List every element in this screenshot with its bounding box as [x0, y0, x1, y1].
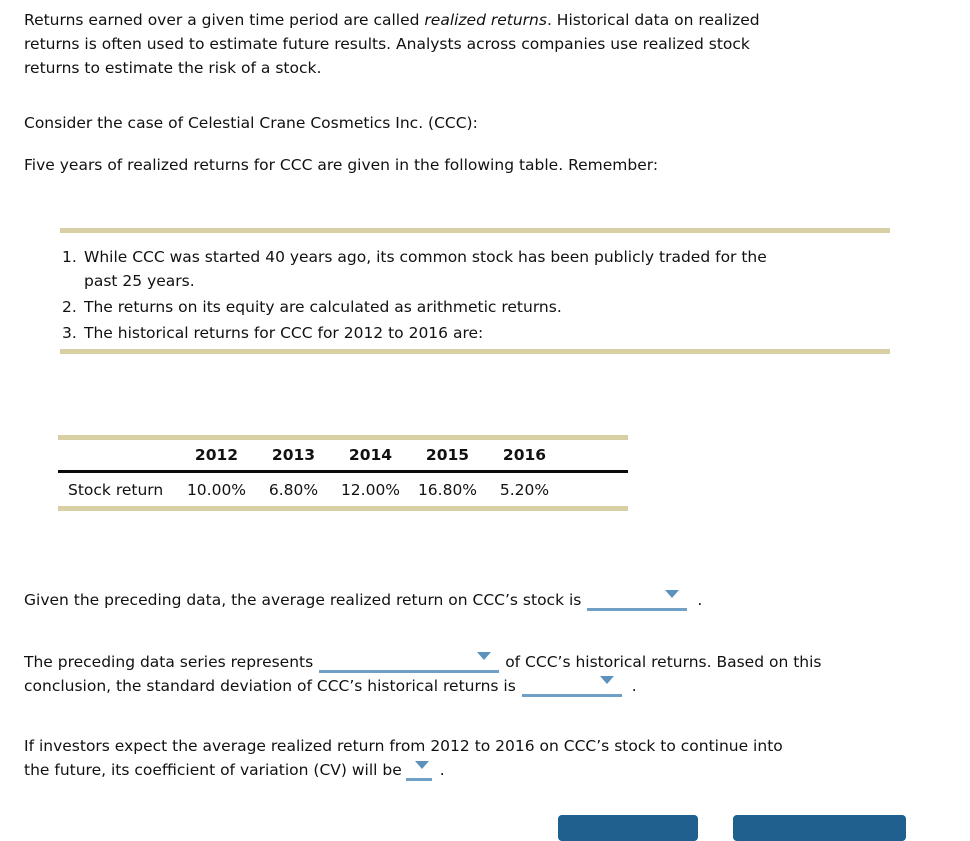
note-1-line-2: past 25 years.: [84, 272, 195, 290]
note-1-line-1: While CCC was started 40 years ago, its …: [84, 248, 767, 266]
chevron-down-icon: [665, 590, 680, 598]
table-header-2013: 2013: [271, 446, 316, 464]
note-2-number: 2.: [62, 298, 77, 316]
case-statement: Consider the case of Celestial Crane Cos…: [24, 111, 478, 135]
table-header-2014: 2014: [348, 446, 393, 464]
table-intro: Five years of realized returns for CCC a…: [24, 153, 658, 177]
row-label: Stock return: [68, 480, 164, 499]
std-dev-dropdown[interactable]: [521, 675, 622, 697]
cv-dropdown[interactable]: [405, 759, 432, 781]
question-series-and-stddev: The preceding data series represents of C…: [24, 650, 954, 698]
chevron-down-icon: [477, 652, 492, 660]
q1-text: Given the preceding data, the average re…: [24, 591, 582, 609]
note-item-2: 2. The returns on its equity are calcula…: [60, 295, 890, 319]
table-intro-text: Five years of realized returns for CCC a…: [24, 156, 659, 174]
remember-notes-box: 1. While CCC was started 40 years ago, i…: [60, 228, 890, 354]
note-1-text: While CCC was started 40 years ago, its …: [84, 245, 767, 293]
q2-period: .: [631, 677, 637, 695]
question-average-return: Given the preceding data, the average re…: [24, 588, 954, 612]
question-cv: If investors expect the average realized…: [24, 734, 954, 782]
intro-line-1: Returns earned over a given time period …: [24, 8, 924, 32]
q2-text-line2: conclusion, the standard deviation of CC…: [24, 677, 516, 695]
q2-line-2: conclusion, the standard deviation of CC…: [24, 674, 954, 698]
chevron-down-icon: [414, 761, 429, 769]
note-2-line-1: The returns on its equity are calculated…: [84, 298, 562, 316]
note-3-text: The historical returns for CCC for 2012 …: [84, 321, 483, 345]
value-2013: 6.80%: [268, 480, 319, 499]
intro-paragraph: Returns earned over a given time period …: [24, 8, 924, 80]
bottom-right-action-button[interactable]: [733, 815, 906, 841]
table-row-stock-return: Stock return 10.00% 6.80% 12.00% 16.80% …: [58, 473, 628, 506]
chevron-down-icon: [599, 676, 614, 684]
q2-line-1: The preceding data series represents of C…: [24, 650, 954, 674]
q1-period: .: [697, 591, 703, 609]
table-header-2015: 2015: [425, 446, 470, 464]
q3-text-line2: the future, its coefficient of variation…: [24, 761, 402, 779]
q3-period: .: [439, 761, 445, 779]
historical-returns-table: 2012 2013 2014 2015 2016 Stock return 10…: [58, 435, 628, 511]
table-header-2016: 2016: [502, 446, 547, 464]
q1-line: Given the preceding data, the average re…: [24, 588, 954, 612]
intro-line1-pre: Returns earned over a given time period …: [24, 11, 425, 29]
table-header-row: 2012 2013 2014 2015 2016: [58, 440, 628, 473]
intro-line1-post: . Historical data on realized: [546, 11, 760, 29]
value-2015: 16.80%: [417, 480, 478, 499]
q2-text-mid: of CCC’s historical returns. Based on th…: [505, 653, 822, 671]
note-3-number: 3.: [62, 324, 77, 342]
q3-line-2: the future, its coefficient of variation…: [24, 758, 954, 782]
bottom-left-action-button[interactable]: [558, 815, 698, 841]
intro-line-3: returns to estimate the risk of a stock.: [24, 59, 322, 77]
case-statement-text: Consider the case of Celestial Crane Cos…: [24, 114, 478, 132]
intro-line-2: returns is often used to estimate future…: [24, 35, 750, 53]
note-3-line-1: The historical returns for CCC for 2012 …: [84, 324, 484, 342]
q3-line-1: If investors expect the average realized…: [24, 737, 783, 755]
data-series-type-dropdown[interactable]: [319, 651, 500, 673]
note-item-1: 1. While CCC was started 40 years ago, i…: [60, 245, 890, 293]
q2-text-pre: The preceding data series represents: [24, 653, 314, 671]
note-2-text: The returns on its equity are calculated…: [84, 295, 562, 319]
table-header-2012: 2012: [194, 446, 239, 464]
value-2014: 12.00%: [340, 480, 401, 499]
note-item-3: 3. The historical returns for CCC for 20…: [60, 321, 890, 345]
note-1-number: 1.: [62, 248, 77, 266]
value-2016: 5.20%: [499, 480, 550, 499]
intro-line1-italic-phrase: realized returns: [424, 11, 547, 29]
value-2012: 10.00%: [186, 480, 247, 499]
average-return-dropdown[interactable]: [587, 589, 688, 611]
